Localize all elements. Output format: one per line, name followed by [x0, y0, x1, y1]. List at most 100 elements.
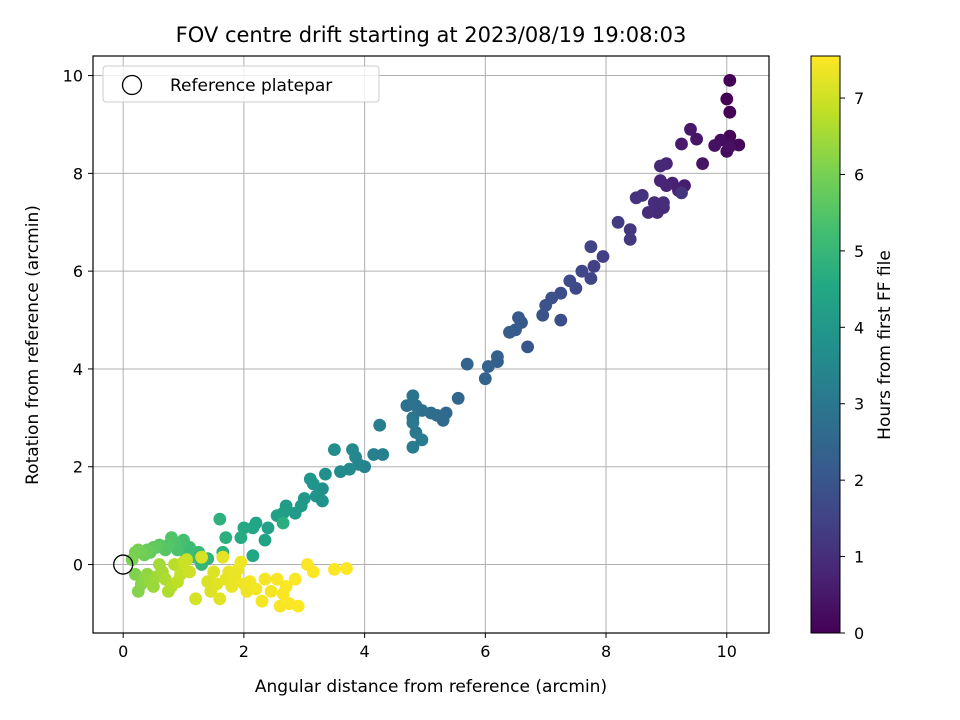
x-axis-label: Angular distance from reference (arcmin) [255, 677, 607, 697]
x-tick-label: 0 [118, 642, 128, 661]
colorbar-tick-label: 2 [854, 471, 864, 490]
data-point [406, 389, 420, 403]
data-point [288, 506, 302, 520]
plot-frame [92, 55, 770, 634]
colorbar-label: Hours from first FF file [875, 250, 895, 440]
data-point [400, 399, 414, 412]
data-point [264, 585, 278, 598]
legend: Reference platepar [102, 65, 380, 103]
reference-point [113, 554, 134, 575]
y-tick-label: 0 [73, 556, 83, 575]
data-point [512, 311, 525, 324]
data-point [180, 553, 194, 567]
data-point [684, 122, 697, 136]
data-point [225, 580, 239, 593]
data-point [183, 565, 197, 579]
data-point [246, 549, 260, 563]
data-point [303, 472, 317, 486]
data-point [373, 418, 387, 432]
y-tick-label: 4 [73, 360, 83, 379]
colorbar-tick-label: 6 [854, 165, 864, 184]
y-tick-label: 10 [63, 67, 83, 86]
data-point [521, 340, 534, 354]
y-axis-label: Rotation from reference (arcmin) [23, 205, 43, 485]
data-point [539, 299, 553, 312]
data-point [587, 259, 601, 273]
data-point [255, 594, 269, 608]
x-tick-label: 4 [360, 642, 370, 661]
chart-title: FOV centre drift starting at 2023/08/19 … [176, 23, 687, 47]
data-point [723, 105, 737, 119]
data-point [276, 516, 290, 530]
data-point [195, 550, 209, 564]
data-point [654, 159, 667, 173]
data-point [291, 599, 305, 613]
data-point [189, 592, 203, 606]
data-point [623, 223, 637, 237]
data-point [367, 448, 381, 461]
data-point [641, 206, 655, 219]
data-point [288, 572, 302, 586]
reference-marker [113, 554, 134, 575]
colorbar-tick-label: 3 [854, 395, 864, 414]
data-point [207, 565, 221, 579]
data-point [328, 563, 341, 576]
data-point [675, 137, 688, 151]
data-point [261, 521, 275, 535]
data-points [125, 74, 746, 613]
y-tick-label: 6 [73, 262, 83, 281]
data-point [460, 357, 474, 371]
colorbar-tick-label: 0 [854, 624, 864, 643]
data-point [147, 580, 160, 593]
data-point [409, 399, 423, 412]
data-point [584, 240, 598, 254]
colorbar-tick-label: 5 [854, 242, 864, 261]
colorbar-tick-label: 1 [854, 548, 864, 567]
legend-marker-reference [121, 74, 143, 96]
data-point [279, 580, 293, 593]
colorbar: 0 1 2 3 4 5 6 7 Hours from first FF file [810, 55, 895, 643]
data-point [346, 443, 359, 456]
data-point [340, 562, 353, 575]
data-point [334, 465, 347, 478]
data-point [675, 186, 688, 200]
data-point [481, 360, 495, 373]
data-point [213, 592, 227, 606]
y-tick-label: 2 [73, 458, 83, 477]
data-point [406, 416, 420, 430]
data-point [690, 132, 703, 146]
x-axis-ticks: 0 2 4 6 8 10 [118, 633, 737, 661]
data-point [216, 550, 230, 564]
data-point [258, 572, 272, 586]
data-point [596, 250, 610, 263]
legend-box [102, 65, 380, 103]
data-point [234, 531, 248, 544]
data-point [249, 582, 263, 596]
colorbar-tick-label: 4 [854, 318, 864, 337]
x-tick-label: 8 [601, 642, 611, 661]
data-point [376, 448, 390, 461]
colorbar-ticks: 0 1 2 3 4 5 6 7 [840, 89, 864, 643]
data-point [611, 215, 625, 229]
data-point [270, 572, 284, 586]
data-point [647, 196, 661, 210]
data-point [491, 350, 504, 364]
y-tick-label: 8 [73, 164, 83, 183]
data-point [503, 325, 516, 339]
data-point [306, 565, 320, 579]
data-point [575, 264, 589, 278]
legend-label-reference: Reference platepar [170, 76, 332, 96]
data-point [309, 489, 323, 503]
data-point [650, 206, 664, 219]
data-point [478, 372, 492, 386]
data-point [451, 391, 465, 405]
y-axis-ticks: 0 2 4 6 8 10 [63, 67, 93, 575]
data-point [415, 433, 429, 447]
data-point [246, 521, 260, 535]
data-point [237, 521, 251, 535]
data-point [258, 533, 272, 547]
data-point [720, 92, 734, 106]
data-point [696, 157, 709, 171]
data-point [554, 313, 568, 327]
